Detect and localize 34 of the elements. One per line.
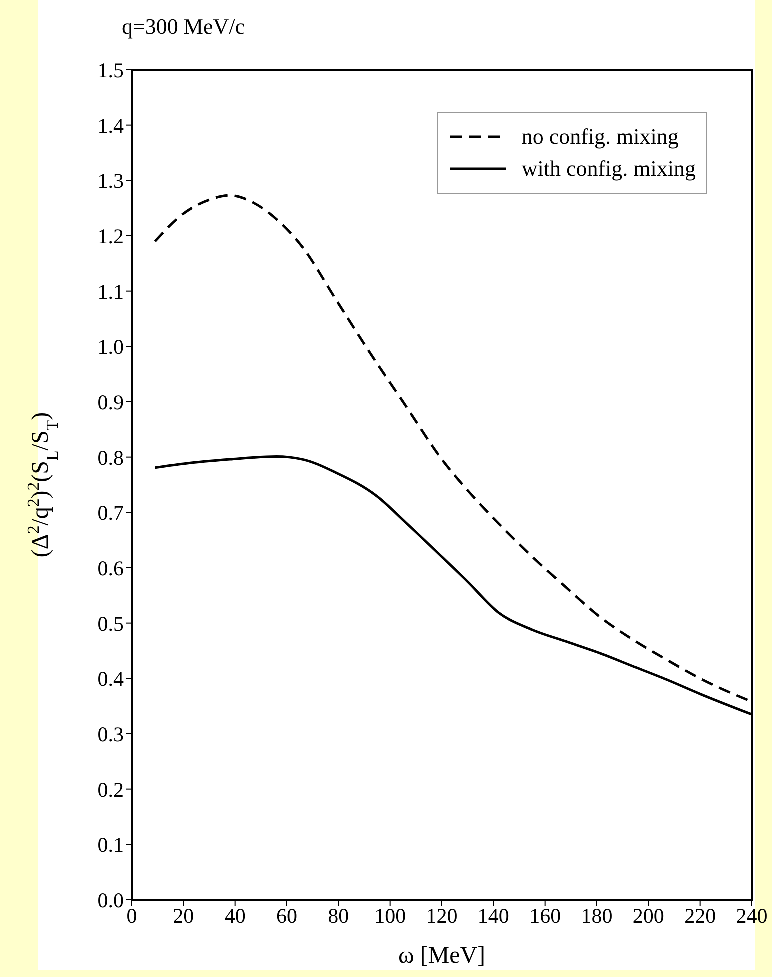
x-tick-label: 200 <box>632 904 664 928</box>
y-tick-label: 0.8 <box>98 446 124 470</box>
x-tick-label: 140 <box>478 904 510 928</box>
line-series <box>154 456 752 716</box>
y-tick-label: 1.3 <box>98 169 124 194</box>
x-tick-label: 0 <box>126 904 138 928</box>
y-tick-label: 0.3 <box>98 722 124 746</box>
x-tick-label: 40 <box>224 904 246 928</box>
x-tick-label: 240 <box>736 904 768 928</box>
y-tick-label: 0.2 <box>98 778 124 802</box>
x-tick-label: 160 <box>530 904 562 928</box>
y-tick-label: 0.7 <box>98 501 124 526</box>
y-tick-label: 0.4 <box>98 667 124 692</box>
x-tick-label: 80 <box>328 904 350 928</box>
x-tick-label: 120 <box>426 904 458 928</box>
y-tick-label: 0.0 <box>98 888 124 912</box>
chart-title: q=300 MeV/c <box>122 14 245 40</box>
x-tick-label: 100 <box>374 904 406 928</box>
y-tick-label: 1.2 <box>98 224 124 248</box>
x-tick-label: 60 <box>276 904 298 928</box>
x-axis-title: ω [MeV] <box>398 943 486 969</box>
y-tick-label: 0.1 <box>98 833 124 858</box>
x-tick-label: 20 <box>173 904 194 928</box>
y-tick-label: 0.9 <box>98 390 124 414</box>
y-tick-label: 1.4 <box>98 114 124 138</box>
y-tick-label: 1.1 <box>98 280 124 304</box>
y-tick-label: 0.6 <box>98 556 124 580</box>
legend-label: with config. mixing <box>522 155 696 183</box>
y-tick-label: 0.5 <box>98 612 124 636</box>
x-tick-label: 220 <box>684 904 716 928</box>
y-tick-label: 1.5 <box>98 58 124 82</box>
legend-label: no config. mixing <box>522 123 679 151</box>
x-tick-label: 180 <box>581 904 613 928</box>
y-tick-label: 1.0 <box>98 335 124 360</box>
